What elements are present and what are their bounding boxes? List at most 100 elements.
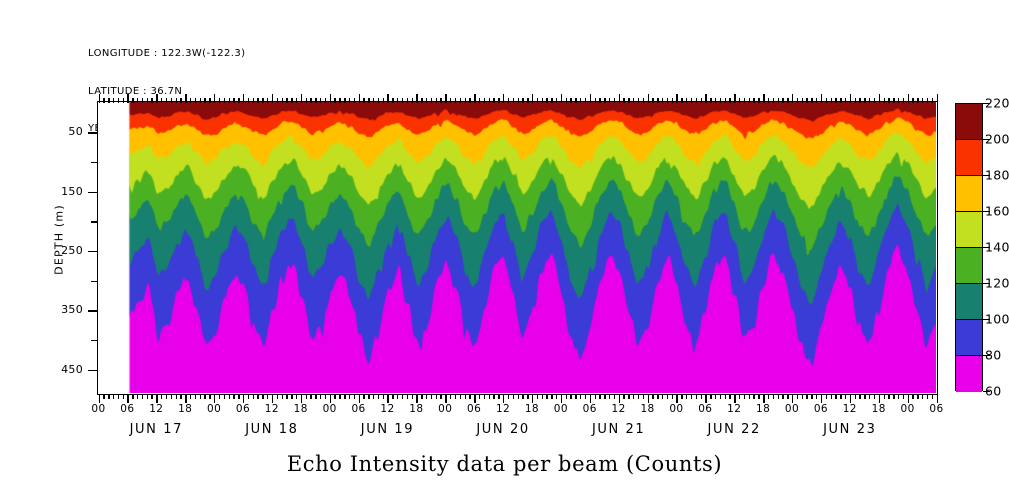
x-minor-tick — [334, 393, 336, 399]
x-minor-tick-top — [459, 97, 462, 103]
x-day-label: JUN 21 — [591, 422, 646, 437]
x-minor-tick — [363, 393, 365, 399]
colorbar-band — [956, 284, 982, 320]
x-minor-tick-top — [267, 97, 269, 103]
x-minor-tick-top — [931, 97, 934, 103]
x-minor-tick — [883, 393, 885, 399]
x-minor-tick — [498, 393, 500, 399]
x-minor-tick — [700, 393, 702, 399]
x-minor-tick-top — [873, 97, 876, 103]
x-major-tick — [445, 393, 447, 403]
x-tick-label: 00 — [669, 403, 684, 415]
x-minor-tick — [488, 393, 490, 399]
x-minor-tick — [623, 393, 625, 399]
x-minor-tick-top — [320, 97, 322, 103]
x-minor-tick-top — [671, 97, 673, 103]
x-minor-tick-top — [392, 97, 394, 103]
colorbar-tick-label: 140 — [985, 239, 1009, 255]
x-minor-tick — [609, 393, 611, 399]
x-minor-tick-top — [604, 97, 606, 103]
x-minor-tick — [276, 393, 279, 399]
x-minor-tick-top — [348, 97, 351, 103]
x-major-tick-top — [560, 93, 563, 103]
x-tick-label: 12 — [842, 403, 857, 415]
x-tick-label: 00 — [900, 403, 915, 415]
x-major-tick — [792, 393, 794, 403]
x-minor-tick-top — [103, 97, 105, 103]
x-minor-tick-top — [401, 97, 404, 103]
x-day-label: JUN 19 — [360, 422, 415, 437]
x-minor-tick-top — [440, 97, 442, 103]
x-minor-tick-top — [628, 97, 630, 103]
colorbar-band — [956, 212, 982, 248]
x-minor-tick — [594, 393, 596, 399]
x-minor-tick — [710, 393, 712, 399]
x-major-tick — [271, 393, 274, 403]
x-minor-tick-top — [450, 97, 452, 103]
x-minor-tick-top — [117, 97, 120, 103]
x-minor-tick — [180, 393, 182, 399]
x-minor-tick — [517, 393, 519, 399]
x-minor-tick — [291, 393, 293, 399]
x-tick-label: 12 — [727, 403, 742, 415]
colorbar-tick-label: 60 — [985, 383, 1002, 399]
x-minor-tick — [926, 393, 929, 399]
x-tick-label: 12 — [149, 403, 164, 415]
x-minor-tick — [801, 393, 804, 399]
x-minor-tick-top — [686, 97, 688, 103]
x-minor-tick-top — [112, 97, 115, 103]
x-minor-tick — [401, 393, 404, 399]
x-minor-tick-top — [710, 97, 712, 103]
x-minor-tick-top — [180, 97, 182, 103]
x-minor-tick — [729, 393, 731, 399]
x-minor-tick — [353, 393, 356, 399]
x-major-tick — [416, 393, 418, 403]
x-minor-tick-top — [151, 97, 153, 103]
x-tick-label: 06 — [582, 403, 597, 415]
x-minor-tick-top — [247, 97, 250, 103]
x-minor-tick-top — [912, 97, 914, 103]
x-minor-tick — [628, 393, 630, 399]
x-minor-tick-top — [498, 97, 500, 103]
x-minor-tick-top — [238, 97, 240, 103]
x-minor-tick — [464, 393, 466, 399]
colorbar-tick — [983, 247, 990, 249]
x-major-tick-top — [849, 93, 852, 103]
x-minor-tick-top — [199, 97, 202, 103]
x-major-tick-top — [792, 93, 794, 103]
x-major-tick-top — [474, 93, 476, 103]
x-major-tick — [242, 393, 245, 403]
x-minor-tick — [108, 393, 110, 399]
y-tick-label: 150 — [61, 184, 83, 198]
y-major-tick — [88, 191, 97, 193]
x-day-label: JUN 20 — [476, 422, 530, 437]
x-tick-label: 00 — [438, 403, 453, 415]
x-minor-tick-top — [859, 97, 861, 103]
y-tick-label: 350 — [61, 303, 83, 317]
x-minor-tick-top — [488, 97, 490, 103]
x-minor-tick-top — [893, 97, 895, 103]
x-minor-tick — [748, 393, 751, 399]
colorbar-band — [956, 248, 982, 284]
x-minor-tick-top — [430, 97, 433, 103]
x-minor-tick — [190, 393, 192, 399]
x-minor-tick — [724, 393, 726, 399]
x-minor-tick — [565, 393, 568, 399]
colorbar-tick-label: 220 — [985, 95, 1009, 111]
x-minor-tick — [512, 393, 515, 399]
x-minor-tick-top — [902, 97, 905, 103]
x-minor-tick-top — [864, 97, 866, 103]
x-major-tick — [127, 393, 129, 403]
x-minor-tick-top — [522, 97, 524, 103]
x-major-tick-top — [127, 93, 129, 103]
x-minor-tick — [233, 393, 235, 399]
x-minor-tick-top — [190, 97, 192, 103]
x-minor-tick — [604, 393, 606, 399]
x-minor-tick — [228, 393, 230, 399]
x-minor-tick — [787, 393, 789, 399]
x-minor-tick — [223, 393, 226, 399]
x-major-tick-top — [242, 93, 245, 103]
x-minor-tick — [430, 393, 433, 399]
x-major-tick — [560, 393, 563, 403]
x-minor-tick-top — [546, 97, 548, 103]
